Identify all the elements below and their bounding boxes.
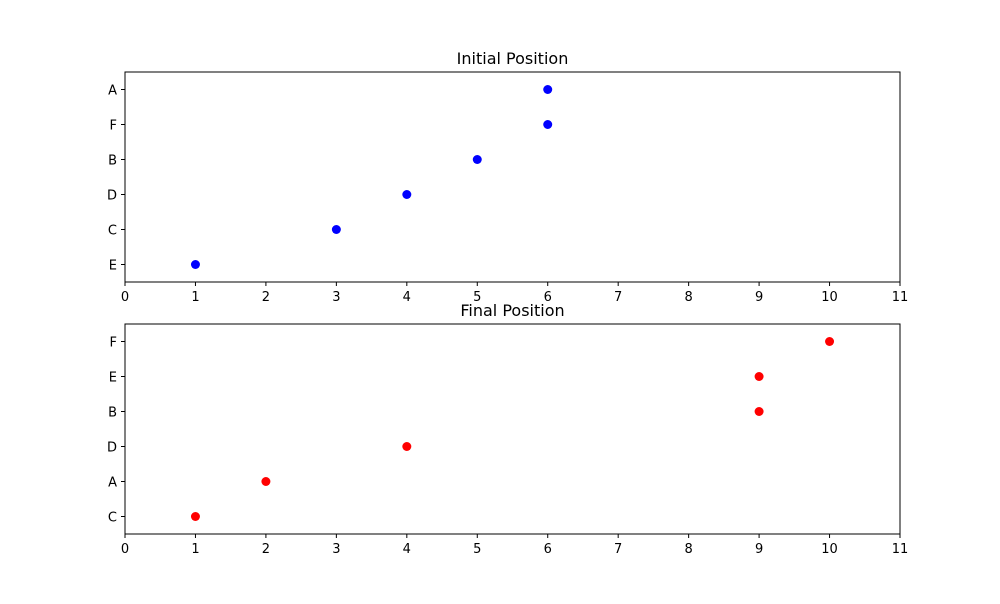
x-tick-label: 2 — [262, 290, 270, 305]
x-tick-label: 9 — [755, 542, 763, 557]
y-tick-label: D — [107, 189, 117, 204]
x-tick-label: 7 — [614, 542, 622, 557]
y-tick-label: F — [110, 336, 117, 351]
x-tick-label: 2 — [262, 542, 270, 557]
data-point-a — [261, 477, 271, 486]
x-tick-label: 6 — [544, 290, 552, 305]
x-tick-label: 3 — [332, 542, 340, 557]
y-tick-label: D — [107, 441, 117, 456]
subplot-1: Initial Position 0 1 2 3 4 5 6 7 8 9 10 11 E C D B F A — [107, 49, 908, 305]
x-tick-label: 1 — [191, 290, 199, 305]
data-point-f — [825, 337, 835, 346]
y-tick-label: F — [110, 119, 117, 134]
data-point-c — [331, 225, 341, 234]
x-tick-label: 7 — [614, 290, 622, 305]
x-tick-label: 8 — [684, 290, 692, 305]
x-tick-label: 10 — [821, 290, 838, 305]
data-point-f — [543, 120, 553, 129]
axes-frame — [124, 71, 901, 283]
chart-title: Final Position — [460, 301, 564, 320]
chart-title: Initial Position — [457, 49, 569, 68]
x-tick-label: 8 — [684, 542, 692, 557]
data-point-a — [543, 85, 553, 94]
y-tick-label: C — [108, 511, 117, 526]
x-tick-label: 3 — [332, 290, 340, 305]
data-point-e — [754, 372, 764, 381]
y-tick-label: B — [108, 154, 117, 169]
data-point-b — [754, 407, 764, 416]
x-tick-label: 5 — [473, 542, 481, 557]
y-tick-label: E — [109, 259, 117, 274]
y-tick-label: B — [108, 406, 117, 421]
x-tick-label: 0 — [121, 290, 129, 305]
data-point-c — [190, 512, 200, 521]
x-tick-label: 5 — [473, 290, 481, 305]
x-tick-label: 1 — [191, 542, 199, 557]
x-tick-label: 9 — [755, 290, 763, 305]
x-tick-label: 11 — [892, 290, 909, 305]
y-tick-label: A — [108, 84, 117, 99]
data-point-e — [190, 260, 200, 269]
data-point-b — [472, 155, 482, 164]
data-point-d — [402, 442, 412, 451]
subplot-2: Final Position 0 1 2 3 4 5 6 7 8 9 10 11 C A D B E F — [107, 301, 908, 557]
axes-frame — [124, 323, 901, 535]
x-tick-label: 6 — [544, 542, 552, 557]
x-tick-label: 0 — [121, 542, 129, 557]
y-tick-label: E — [109, 371, 117, 386]
x-tick-label: 4 — [403, 542, 411, 557]
y-tick-label: A — [108, 476, 117, 491]
x-tick-label: 11 — [892, 542, 909, 557]
data-point-d — [402, 190, 412, 199]
y-tick-label: C — [108, 224, 117, 239]
x-tick-label: 4 — [403, 290, 411, 305]
x-tick-label: 10 — [821, 542, 838, 557]
